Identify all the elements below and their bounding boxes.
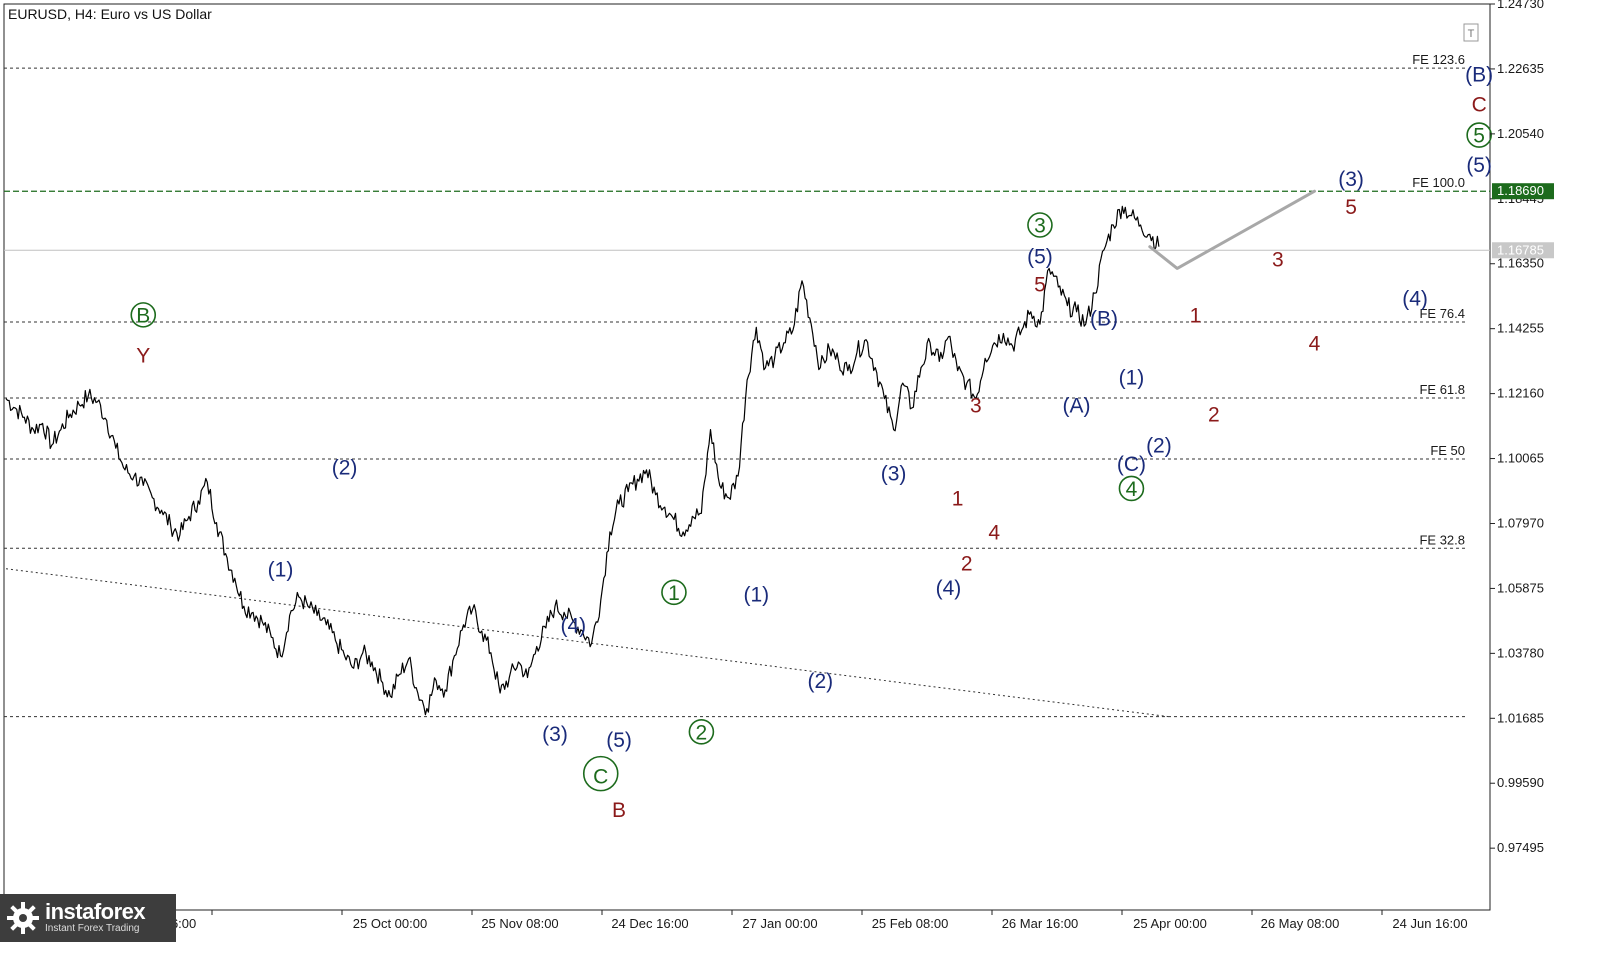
wave-label: (A) — [1063, 394, 1091, 417]
y-tick-label: 1.12160 — [1497, 386, 1544, 401]
price-tags: 1.18690 1.16785 — [1492, 183, 1554, 259]
wave-label: 2 — [1208, 404, 1220, 427]
y-tick-label: 1.05875 — [1497, 580, 1544, 595]
wave-label-circle — [582, 755, 619, 792]
wave-label: (3) — [542, 723, 568, 746]
price-tag-label: 1.16785 — [1497, 242, 1544, 257]
fe-level-label: FE 76.4 — [1419, 306, 1465, 321]
toolbar-toggle-button[interactable] — [1463, 23, 1479, 42]
wave-label: (4) — [560, 614, 586, 637]
trendline — [5, 568, 1169, 718]
y-tick-label: 1.24730 — [1497, 0, 1544, 11]
price-tag-box — [1492, 183, 1554, 200]
wave-label-circle — [1118, 475, 1145, 502]
wave-label: (B) — [1465, 64, 1493, 87]
wave-label-circle — [1466, 122, 1492, 148]
wave-label: (1) — [268, 559, 294, 582]
wave-label: (2) — [808, 670, 834, 693]
y-tick-label: 0.99590 — [1497, 775, 1544, 790]
wave-label: 1 — [952, 487, 964, 510]
wave-label: C — [1472, 94, 1487, 117]
wave-label: 5 — [1473, 125, 1485, 148]
x-tick-label: 27 Jan 00:00 — [742, 916, 817, 931]
wave-label-circle — [130, 302, 157, 328]
wave-label: (5) — [606, 729, 632, 752]
wave-label: (B) — [1090, 308, 1118, 331]
instaforex-logo: instaforex Instant Forex Trading — [0, 894, 176, 942]
x-tick-label: 25 Oct 00:00 — [353, 916, 427, 931]
x-tick-label: 24 Dec 16:00 — [611, 916, 688, 931]
gear-icon — [7, 902, 39, 934]
wave-label: C — [593, 766, 608, 789]
wave-label: (5) — [1466, 154, 1492, 177]
projection-path — [1148, 189, 1316, 270]
wave-label: 2 — [961, 552, 973, 575]
wave-label: (2) — [332, 456, 358, 479]
fibonacci-levels: FE 123.6 FE 100.0 FE 76.4 FE 61.8 FE 50 FE 32… — [4, 52, 1490, 718]
wave-label: (3) — [881, 463, 907, 486]
toolbar-toggle-icon: T — [1468, 28, 1475, 40]
y-axis: 1.247301.226351.205401.184451.163501.142… — [1490, 0, 1544, 855]
wave-label: 1 — [668, 582, 680, 605]
wave-label: B — [136, 304, 150, 327]
wave-label: 4 — [1126, 478, 1138, 501]
fe-level-label: FE 61.8 — [1419, 382, 1465, 397]
fe-level-label: FE 50 — [1430, 443, 1465, 458]
x-tick-label: 26 Mar 16:00 — [1002, 916, 1079, 931]
logo-tagline: Instant Forex Trading — [45, 923, 140, 934]
wave-label: 4 — [1309, 332, 1321, 355]
y-tick-label: 1.22635 — [1497, 61, 1544, 76]
x-tick-label: 24 Jun 16:00 — [1392, 916, 1467, 931]
wave-label-circle — [688, 718, 715, 745]
y-tick-label: 0.97495 — [1497, 840, 1544, 855]
x-tick-label: 26 May 08:00 — [1261, 916, 1340, 931]
fe-level-label: FE 100.0 — [1412, 175, 1465, 190]
price-line — [5, 205, 1160, 716]
wave-label: (1) — [1119, 366, 1145, 389]
wave-label: (4) — [936, 577, 962, 600]
wave-label: 2 — [696, 721, 708, 744]
y-tick-label: 1.07970 — [1497, 515, 1544, 530]
y-tick-label: 1.20540 — [1497, 126, 1544, 141]
wave-label: (1) — [743, 583, 769, 606]
wave-label-circle — [1027, 212, 1053, 238]
y-tick-label: 1.14255 — [1497, 321, 1544, 336]
price-series-layer — [5, 205, 1160, 716]
wave-label: 5 — [1034, 273, 1046, 296]
wave-label-circle — [661, 579, 687, 606]
wave-label: Y — [136, 345, 150, 368]
wave-label: 3 — [970, 394, 982, 417]
chart-title: EURUSD, H4: Euro vs US Dollar — [8, 6, 212, 22]
x-tick-label: 25 Feb 08:00 — [872, 916, 949, 931]
wave-label: 4 — [988, 521, 1000, 544]
wave-label: 5 — [1345, 196, 1357, 219]
plot-frame — [3, 3, 1491, 911]
wave-label: (3) — [1338, 168, 1364, 191]
price-tag-label: 1.18690 — [1497, 183, 1544, 198]
wave-label: 3 — [1272, 249, 1284, 272]
x-tick-label: 25 Nov 08:00 — [481, 916, 558, 931]
logo-brand-text: instaforex — [45, 899, 146, 924]
price-tag-box — [1492, 242, 1554, 259]
wave-label: (4) — [1402, 287, 1428, 310]
wave-label: 3 — [1034, 215, 1046, 238]
y-tick-label: 1.16350 — [1497, 256, 1544, 271]
wave-label: 1 — [1190, 304, 1202, 327]
fe-level-label: FE 123.6 — [1412, 52, 1465, 67]
wave-annotations: BY(1)(2)(4)(3) (5)CB12(1)(2)(3)(4)12343(5… — [130, 64, 1493, 822]
trendline-layer — [5, 568, 1169, 718]
x-axis: 16:00 25 Oct 00:00 25 Nov 08:00 24 Dec 16:0… — [164, 910, 1468, 931]
wave-label: (5) — [1027, 246, 1053, 269]
wave-label: (C) — [1117, 453, 1146, 476]
y-tick-label: 1.01685 — [1497, 710, 1544, 725]
x-tick-label: 25 Apr 00:00 — [1133, 916, 1207, 931]
y-tick-label: 1.10065 — [1497, 451, 1544, 466]
wave-label: B — [612, 799, 626, 822]
projection-layer — [1148, 189, 1316, 270]
fe-level-label: FE 32.8 — [1419, 532, 1465, 547]
y-tick-label: 1.03780 — [1497, 645, 1544, 660]
wave-label: (2) — [1146, 435, 1172, 458]
